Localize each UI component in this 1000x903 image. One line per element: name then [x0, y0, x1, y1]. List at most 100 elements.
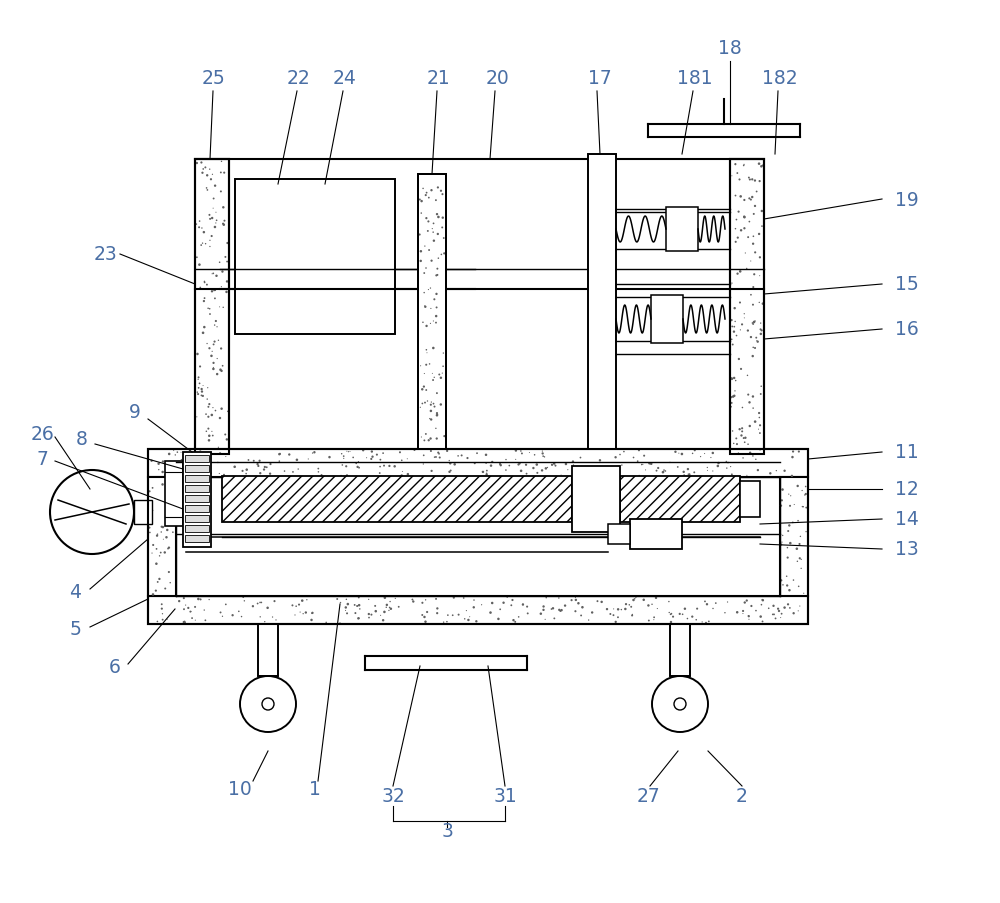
Point — [567, 604, 583, 619]
Point — [515, 598, 531, 612]
Point — [288, 600, 304, 614]
Point — [161, 477, 177, 491]
Point — [382, 595, 398, 610]
Point — [779, 570, 795, 584]
Point — [339, 444, 355, 459]
Point — [428, 269, 444, 284]
Point — [478, 456, 494, 470]
Bar — [148, 478, 176, 596]
Point — [304, 613, 320, 628]
Point — [727, 189, 743, 203]
Point — [195, 389, 211, 404]
Point — [192, 281, 208, 295]
Point — [202, 303, 218, 317]
Point — [717, 606, 733, 620]
Point — [734, 401, 750, 415]
Point — [429, 601, 445, 616]
Point — [551, 591, 567, 606]
Point — [421, 433, 437, 448]
Point — [212, 363, 228, 377]
Point — [723, 460, 739, 474]
Point — [216, 468, 232, 482]
Point — [262, 467, 278, 481]
Point — [192, 455, 208, 470]
Point — [518, 458, 534, 472]
Point — [635, 458, 651, 472]
Point — [748, 604, 764, 619]
Point — [572, 451, 588, 465]
Point — [416, 433, 432, 448]
Point — [423, 432, 439, 446]
Point — [215, 218, 231, 232]
Point — [310, 465, 326, 479]
Point — [145, 504, 161, 518]
Point — [727, 222, 743, 237]
Point — [553, 469, 569, 483]
Point — [751, 411, 767, 425]
Point — [581, 613, 597, 628]
Point — [533, 607, 549, 621]
Point — [200, 422, 216, 436]
Point — [780, 551, 796, 565]
Text: 14: 14 — [895, 510, 919, 529]
Point — [421, 191, 437, 206]
Point — [161, 565, 177, 580]
Point — [429, 408, 445, 423]
Point — [710, 460, 726, 474]
Point — [785, 516, 801, 530]
Point — [791, 445, 807, 460]
Point — [420, 283, 436, 297]
Point — [367, 599, 383, 613]
Point — [339, 469, 355, 483]
Point — [768, 464, 784, 479]
Point — [164, 515, 180, 529]
Bar — [780, 478, 808, 596]
Point — [430, 252, 446, 266]
Point — [218, 450, 234, 464]
Point — [641, 457, 657, 471]
Point — [431, 447, 447, 461]
Point — [536, 600, 552, 614]
Point — [239, 463, 255, 478]
Point — [498, 452, 514, 467]
Point — [630, 454, 646, 469]
Point — [724, 320, 740, 334]
Point — [148, 557, 164, 572]
Point — [422, 358, 438, 372]
Point — [197, 276, 213, 291]
Point — [271, 454, 287, 469]
Point — [745, 390, 761, 405]
Point — [483, 606, 499, 620]
Point — [534, 444, 550, 459]
Point — [197, 161, 213, 175]
Point — [775, 528, 791, 543]
Point — [663, 608, 679, 622]
Point — [443, 464, 459, 479]
Point — [414, 608, 430, 622]
Point — [416, 380, 432, 395]
Point — [505, 613, 521, 628]
Point — [663, 607, 679, 621]
Point — [350, 455, 366, 470]
Point — [445, 609, 461, 623]
Point — [741, 192, 757, 207]
Point — [727, 158, 743, 172]
Point — [340, 445, 356, 460]
Point — [688, 613, 704, 628]
Bar — [185, 535, 209, 543]
Point — [535, 603, 551, 618]
Point — [428, 287, 444, 302]
Point — [747, 200, 763, 214]
Point — [369, 448, 385, 462]
Point — [665, 610, 681, 624]
Point — [754, 204, 770, 219]
Point — [189, 410, 205, 424]
Point — [743, 288, 759, 303]
Point — [204, 345, 220, 359]
Text: 18: 18 — [718, 39, 742, 58]
Point — [743, 255, 759, 269]
Point — [490, 612, 506, 627]
Point — [429, 408, 445, 423]
Point — [399, 452, 415, 467]
Point — [422, 317, 438, 331]
